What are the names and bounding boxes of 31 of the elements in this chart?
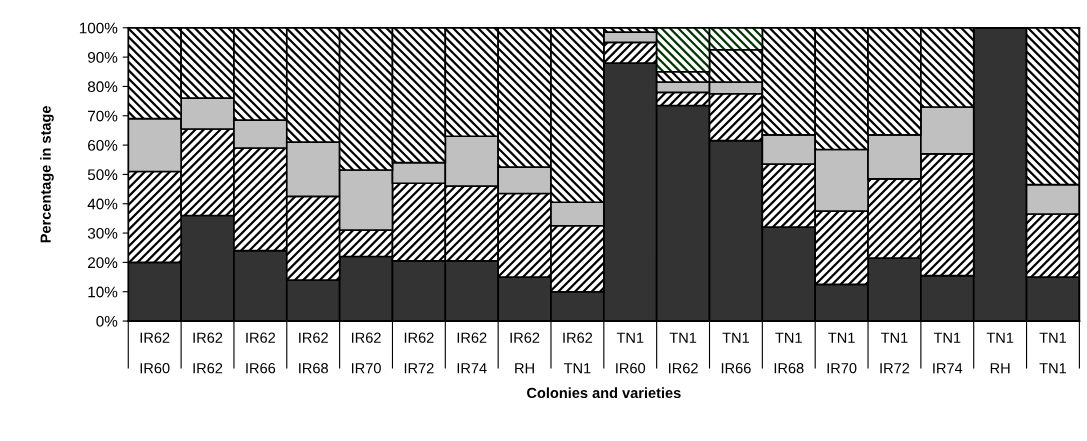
category-label: IR62 IR66: [246, 332, 276, 374]
category-label: IR62 RH: [510, 332, 540, 374]
y-tick-label: 30%: [87, 227, 118, 239]
category-label: TN1 IR70: [827, 332, 857, 374]
category-label: IR62 IR62: [193, 332, 223, 374]
category-label: TN1 IR68: [774, 332, 804, 374]
category-label: IR62 TN1: [563, 332, 593, 374]
y-tick-label: 80%: [87, 81, 118, 93]
category-label: IR62 IR72: [404, 332, 434, 374]
category-label: IR62 IR60: [140, 332, 170, 374]
category-label: TN1 IR74: [933, 332, 963, 374]
y-tick-label: 90%: [87, 51, 118, 63]
category-label: IR62 IR68: [299, 332, 328, 374]
y-tick-label: 10%: [88, 286, 118, 298]
y-tick-label: 50%: [87, 169, 118, 181]
category-label: IR62 IR74: [457, 332, 487, 374]
category-label: TN1 TN1: [1039, 332, 1067, 374]
category-label: TN1 IR72: [880, 332, 910, 374]
y-tick-label: 20%: [88, 257, 118, 269]
y-axis-title: Percentage in stage: [40, 106, 54, 243]
category-label: TN1 IR66: [721, 332, 751, 374]
category-label: TN1 IR62: [669, 332, 698, 374]
category-label: IR62 IR70: [351, 332, 381, 374]
y-tick-label: 0%: [96, 315, 118, 327]
y-tick-label: 100%: [79, 22, 118, 34]
y-tick-label: 40%: [87, 198, 118, 210]
y-tick-label: 70%: [88, 110, 118, 122]
category-label: TN1 IR60: [616, 332, 646, 374]
y-tick-label: 60%: [88, 139, 118, 151]
category-label: TN1 RH: [986, 332, 1014, 374]
x-axis-title: Colonies and varieties: [527, 387, 681, 399]
